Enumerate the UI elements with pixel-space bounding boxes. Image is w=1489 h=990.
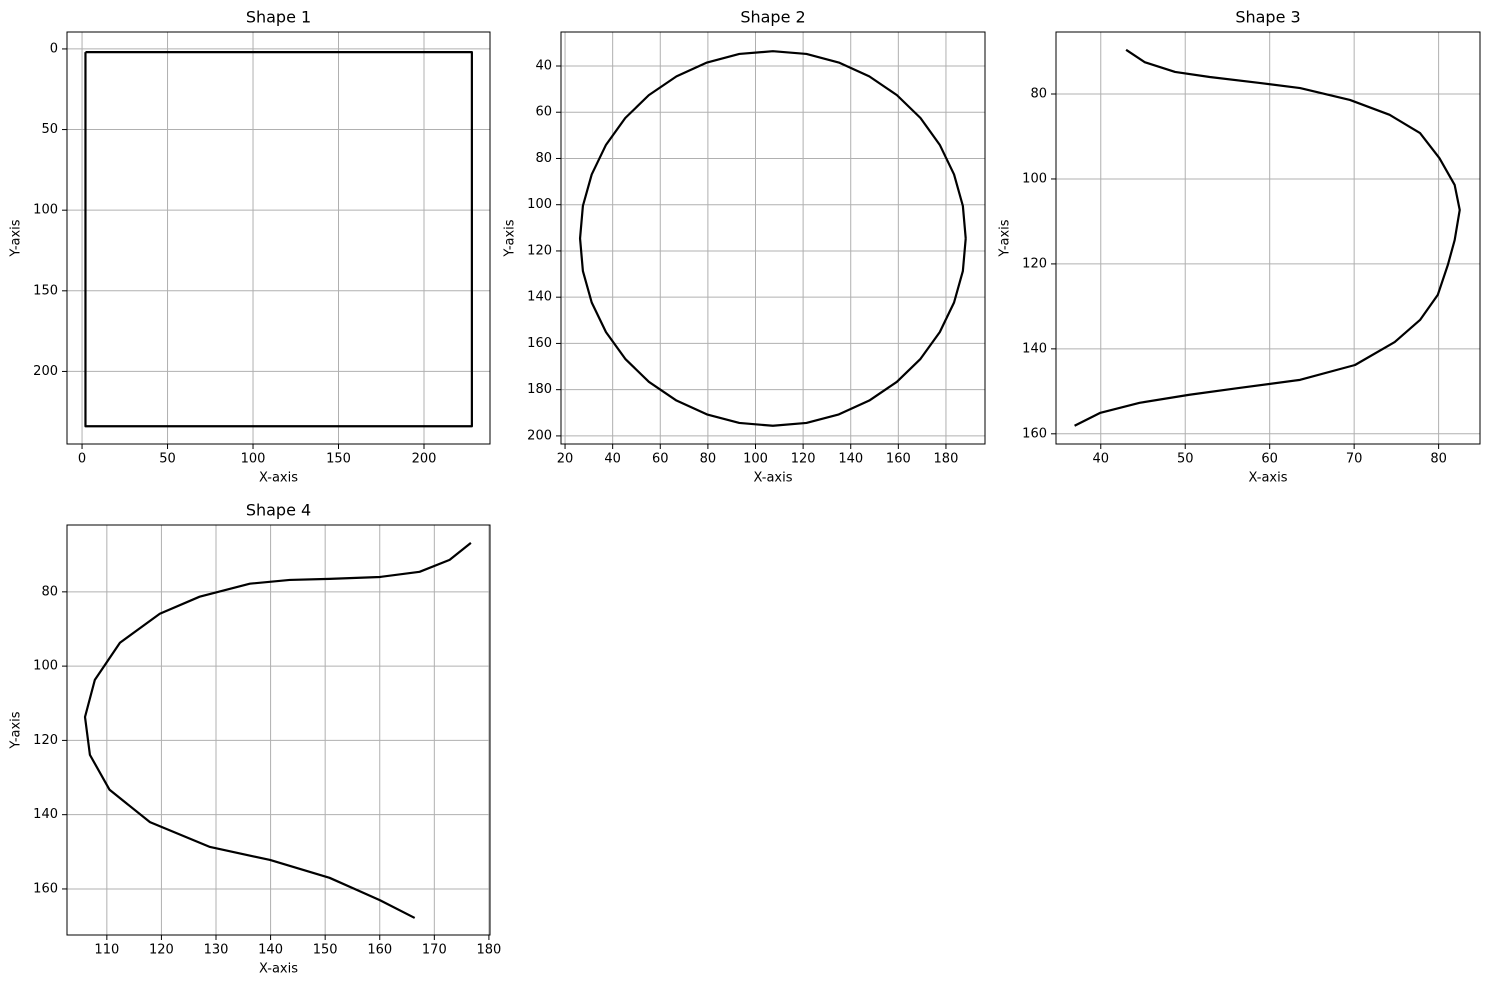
x-tick-label: 110 bbox=[94, 943, 119, 958]
x-tick-label: 150 bbox=[313, 943, 338, 958]
y-axis-label: Y-axis bbox=[998, 219, 1013, 257]
x-tick-label: 80 bbox=[1430, 452, 1447, 467]
x-tick-label: 80 bbox=[700, 452, 717, 467]
y-tick-label: 0 bbox=[50, 41, 58, 56]
x-tick-label: 180 bbox=[476, 943, 501, 958]
x-axis-label: X-axis bbox=[259, 962, 298, 977]
line bbox=[1074, 48, 1461, 427]
y-tick-label: 200 bbox=[527, 428, 552, 443]
line bbox=[84, 51, 473, 428]
subplot: 110 120 130 140 150 160 170 180 80 100 120 140 160 Sh… bbox=[9, 501, 502, 977]
y-axis-label: Y-axis bbox=[503, 219, 518, 257]
x-axis-label: X-axis bbox=[754, 471, 793, 486]
y-tick-label: 200 bbox=[33, 364, 58, 379]
y-tick-label: 160 bbox=[1022, 426, 1047, 441]
y-tick-label: 100 bbox=[33, 203, 58, 218]
axes-frame bbox=[560, 31, 986, 445]
y-axis-label: Y-axis bbox=[9, 711, 24, 749]
y-tick-label: 50 bbox=[41, 122, 58, 137]
x-tick-label: 40 bbox=[604, 452, 621, 467]
y-axis-label: Y-axis bbox=[9, 219, 24, 257]
x-tick-label: 40 bbox=[1092, 452, 1109, 467]
x-tick-label: 20 bbox=[557, 452, 574, 467]
x-tick-label: 160 bbox=[886, 452, 911, 467]
x-tick-label: 120 bbox=[149, 943, 174, 958]
subplot-title: Shape 3 bbox=[1235, 8, 1300, 27]
y-tick-label: 180 bbox=[527, 382, 552, 397]
subplot-title: Shape 4 bbox=[246, 501, 311, 520]
y-tick-label: 100 bbox=[1022, 171, 1047, 186]
x-tick-label: 200 bbox=[412, 452, 437, 467]
x-tick-label: 100 bbox=[743, 452, 768, 467]
y-tick-label: 140 bbox=[1022, 341, 1047, 356]
subplot: 20 40 60 80 100 120 140 160 180 40 60 80 100 120 140 16… bbox=[503, 8, 986, 486]
x-tick-label: 150 bbox=[326, 452, 351, 467]
x-tick-label: 70 bbox=[1346, 452, 1363, 467]
y-tick-label: 100 bbox=[527, 197, 552, 212]
line bbox=[83, 541, 472, 919]
y-tick-label: 150 bbox=[33, 283, 58, 298]
y-tick-label: 80 bbox=[1030, 87, 1047, 102]
y-tick-label: 140 bbox=[33, 807, 58, 822]
x-tick-label: 130 bbox=[204, 943, 229, 958]
y-tick-label: 140 bbox=[527, 290, 552, 305]
y-tick-label: 40 bbox=[535, 58, 552, 73]
axes-frame bbox=[66, 524, 491, 936]
subplot-title: Shape 2 bbox=[740, 8, 805, 27]
x-tick-label: 170 bbox=[422, 943, 447, 958]
subplot-title: Shape 1 bbox=[246, 8, 311, 27]
x-tick-label: 60 bbox=[652, 452, 669, 467]
x-tick-label: 0 bbox=[78, 452, 86, 467]
y-tick-label: 120 bbox=[527, 243, 552, 258]
y-tick-label: 120 bbox=[33, 733, 58, 748]
x-tick-label: 50 bbox=[1177, 452, 1194, 467]
axes-frame bbox=[1055, 31, 1481, 445]
x-tick-label: 60 bbox=[1261, 452, 1278, 467]
x-axis-label: X-axis bbox=[1249, 471, 1288, 486]
y-tick-label: 80 bbox=[535, 151, 552, 166]
subplot: 40 50 60 70 80 80 100 120 140 160 Shape 3 X-axis Y-a… bbox=[998, 8, 1481, 486]
x-tick-label: 160 bbox=[367, 943, 392, 958]
y-tick-label: 60 bbox=[535, 105, 552, 120]
y-tick-label: 80 bbox=[41, 584, 58, 599]
x-tick-label: 140 bbox=[258, 943, 283, 958]
y-tick-label: 160 bbox=[527, 336, 552, 351]
x-axis-label: X-axis bbox=[259, 471, 298, 486]
x-tick-label: 180 bbox=[934, 452, 959, 467]
x-tick-label: 100 bbox=[241, 452, 266, 467]
x-tick-label: 50 bbox=[159, 452, 176, 467]
subplot: 0 50 100 150 200 0 50 100 150 200 Shape 1 X-axis Y-a… bbox=[9, 8, 491, 486]
line bbox=[578, 50, 967, 427]
x-tick-label: 140 bbox=[838, 452, 863, 467]
y-tick-label: 160 bbox=[33, 881, 58, 896]
y-tick-label: 120 bbox=[1022, 256, 1047, 271]
axes-frame bbox=[66, 31, 491, 445]
y-tick-label: 100 bbox=[33, 659, 58, 674]
x-tick-label: 120 bbox=[791, 452, 816, 467]
